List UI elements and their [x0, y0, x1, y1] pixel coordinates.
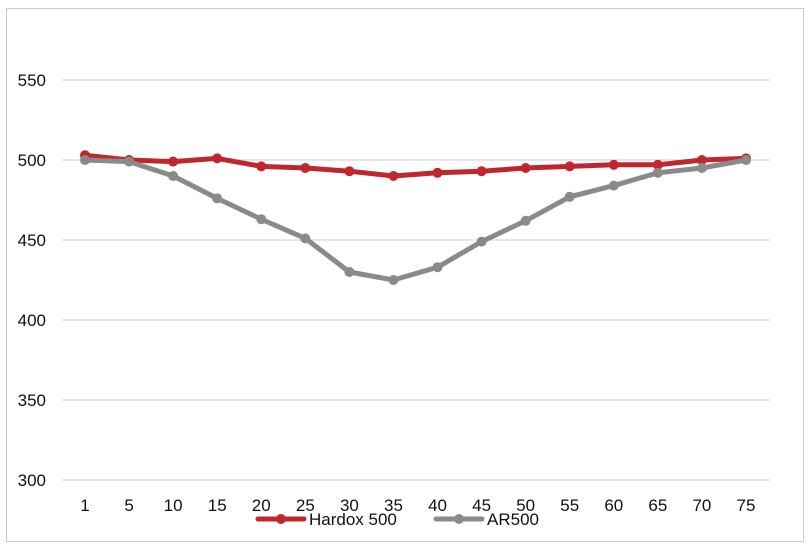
- grid-lines: [62, 79, 770, 481]
- x-tick-label: 5: [124, 496, 133, 515]
- y-axis-labels: 300 350 400 450 500 550: [18, 71, 46, 490]
- data-point: [256, 214, 267, 225]
- data-point: [741, 155, 751, 165]
- data-point: [212, 153, 223, 164]
- y-tick-label: 550: [18, 71, 46, 90]
- data-point: [564, 191, 575, 202]
- data-point: [564, 161, 575, 172]
- data-point: [124, 156, 135, 167]
- data-point: [476, 236, 487, 247]
- x-tick-label: 20: [252, 496, 271, 515]
- data-point: [388, 275, 399, 285]
- x-axis-labels: 1 5 10 15 20 25 30 35 40 45 50 55 60 65 70 75: [80, 496, 755, 515]
- data-point: [520, 163, 531, 173]
- data-point: [432, 167, 443, 178]
- x-tick-label: 25: [296, 496, 315, 515]
- data-point: [476, 166, 487, 177]
- x-tick-label: 75: [737, 496, 756, 515]
- x-tick-label: 65: [648, 496, 667, 515]
- x-tick-label: 50: [516, 496, 535, 515]
- data-point: [300, 233, 311, 244]
- legend: Hardox 500 AR500: [255, 510, 539, 529]
- y-tick-label: 300: [18, 471, 46, 490]
- data-point: [344, 267, 355, 277]
- series-ar500: [80, 155, 751, 285]
- series-line: [82, 152, 749, 179]
- data-point: [168, 156, 179, 167]
- data-point: [652, 167, 663, 178]
- x-tick-label: 15: [208, 496, 227, 515]
- y-tick-label: 400: [18, 311, 46, 330]
- x-tick-label: 1: [80, 496, 89, 515]
- data-point: [520, 215, 531, 226]
- legend-label: AR500: [487, 510, 539, 529]
- data-point: [212, 193, 223, 204]
- x-tick-label: 60: [604, 496, 623, 515]
- y-tick-label: 350: [18, 391, 46, 410]
- legend-item: AR500: [433, 510, 539, 529]
- x-tick-label: 55: [560, 496, 579, 515]
- legend-swatch-marker: [276, 514, 286, 524]
- data-point: [652, 159, 663, 170]
- legend-swatch-marker: [454, 514, 464, 524]
- data-point: [300, 163, 311, 173]
- x-tick-label: 40: [428, 496, 447, 515]
- data-point: [608, 180, 619, 191]
- y-tick-label: 500: [18, 151, 46, 170]
- x-tick-label: 10: [164, 496, 183, 515]
- data-point: [80, 155, 90, 165]
- chart-frame: [6, 8, 804, 542]
- data-point: [696, 155, 707, 165]
- series-line: [82, 157, 749, 283]
- series-hardox-500: [80, 150, 751, 181]
- data-point: [388, 171, 399, 181]
- x-tick-label: 30: [340, 496, 359, 515]
- legend-label: Hardox 500: [309, 510, 397, 529]
- x-tick-label: 35: [384, 496, 403, 515]
- data-point: [608, 159, 619, 170]
- data-point: [168, 171, 179, 181]
- series-layer: [80, 150, 751, 285]
- data-point: [256, 161, 267, 172]
- data-point: [344, 166, 355, 177]
- x-tick-label: 70: [692, 496, 711, 515]
- x-tick-label: 45: [472, 496, 491, 515]
- data-point: [696, 163, 707, 173]
- legend-item: Hardox 500: [255, 510, 397, 529]
- data-point: [432, 262, 443, 273]
- y-tick-label: 450: [18, 231, 46, 250]
